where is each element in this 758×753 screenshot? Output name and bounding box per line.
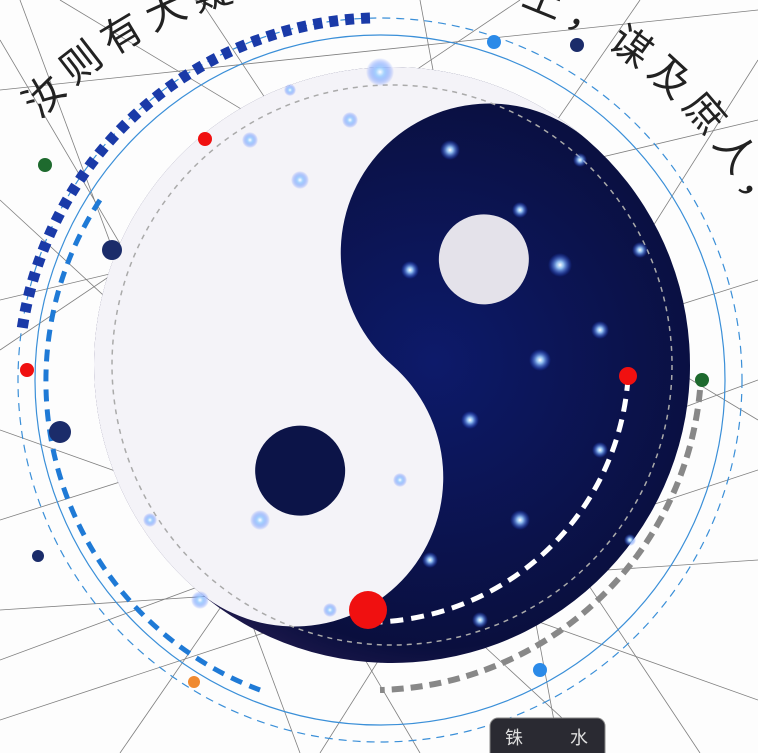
yang-light — [0, 0, 700, 688]
star — [242, 132, 258, 148]
star — [510, 510, 530, 530]
white-dashed-arc — [379, 377, 631, 625]
blue-dashed-arc — [43, 198, 261, 693]
grey-dashed-arc — [379, 389, 703, 693]
thick-dashed-arc — [16, 12, 371, 331]
star — [573, 153, 587, 167]
star — [143, 513, 157, 527]
star — [591, 321, 609, 339]
star — [472, 612, 488, 628]
star — [284, 84, 296, 96]
star — [461, 411, 479, 429]
badge: 铢 水 — [489, 717, 606, 753]
star — [440, 140, 460, 160]
star — [529, 349, 551, 371]
badge-box — [489, 717, 606, 753]
star — [191, 591, 209, 609]
star — [422, 552, 438, 568]
stars — [143, 58, 648, 628]
badge-right: 水 — [570, 728, 588, 749]
star — [342, 112, 358, 128]
badge-left: 铢 — [505, 728, 523, 749]
light-eye — [438, 214, 529, 305]
outer-dashed-ring — [17, 17, 743, 743]
star — [393, 473, 407, 487]
star — [366, 58, 394, 86]
dark-eye — [255, 425, 346, 516]
star — [401, 261, 419, 279]
star — [323, 603, 337, 617]
inner-dashed-ring — [111, 84, 673, 646]
star — [592, 442, 608, 458]
star — [291, 171, 309, 189]
star — [250, 510, 270, 530]
dots — [20, 35, 709, 688]
star — [548, 253, 572, 277]
star — [512, 202, 528, 218]
star — [624, 534, 636, 546]
star — [632, 242, 648, 258]
outer-ring — [34, 34, 726, 726]
